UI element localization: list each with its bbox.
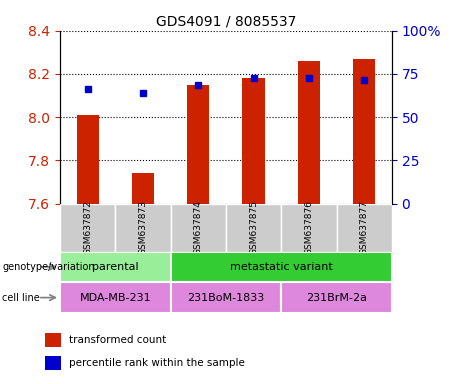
Text: GSM637874: GSM637874 — [194, 200, 203, 255]
Text: 231BrM-2a: 231BrM-2a — [306, 293, 367, 303]
Bar — [132, 173, 154, 204]
Bar — [45, 333, 61, 348]
Text: metastatic variant: metastatic variant — [230, 262, 332, 272]
FancyBboxPatch shape — [60, 282, 171, 313]
FancyBboxPatch shape — [281, 204, 337, 252]
Bar — [77, 115, 99, 204]
Text: GSM637872: GSM637872 — [83, 200, 92, 255]
FancyBboxPatch shape — [226, 204, 281, 252]
FancyBboxPatch shape — [60, 252, 171, 282]
Text: MDA-MB-231: MDA-MB-231 — [79, 293, 151, 303]
FancyBboxPatch shape — [337, 204, 392, 252]
Text: GSM637876: GSM637876 — [304, 200, 313, 255]
FancyBboxPatch shape — [281, 282, 392, 313]
FancyBboxPatch shape — [115, 204, 171, 252]
Bar — [187, 85, 209, 204]
Text: genotype/variation: genotype/variation — [2, 262, 95, 272]
Text: 231BoM-1833: 231BoM-1833 — [187, 293, 265, 303]
FancyBboxPatch shape — [171, 204, 226, 252]
Title: GDS4091 / 8085537: GDS4091 / 8085537 — [156, 14, 296, 28]
Bar — [353, 59, 375, 204]
Text: parental: parental — [92, 262, 139, 272]
FancyBboxPatch shape — [171, 252, 392, 282]
Bar — [242, 78, 265, 204]
Text: transformed count: transformed count — [69, 335, 166, 345]
Bar — [45, 356, 61, 370]
Text: GSM637875: GSM637875 — [249, 200, 258, 255]
FancyBboxPatch shape — [60, 204, 115, 252]
FancyBboxPatch shape — [171, 282, 281, 313]
Text: percentile rank within the sample: percentile rank within the sample — [69, 358, 245, 368]
Text: GSM637877: GSM637877 — [360, 200, 369, 255]
Bar — [298, 61, 320, 204]
Text: GSM637873: GSM637873 — [138, 200, 148, 255]
Text: cell line: cell line — [2, 293, 40, 303]
